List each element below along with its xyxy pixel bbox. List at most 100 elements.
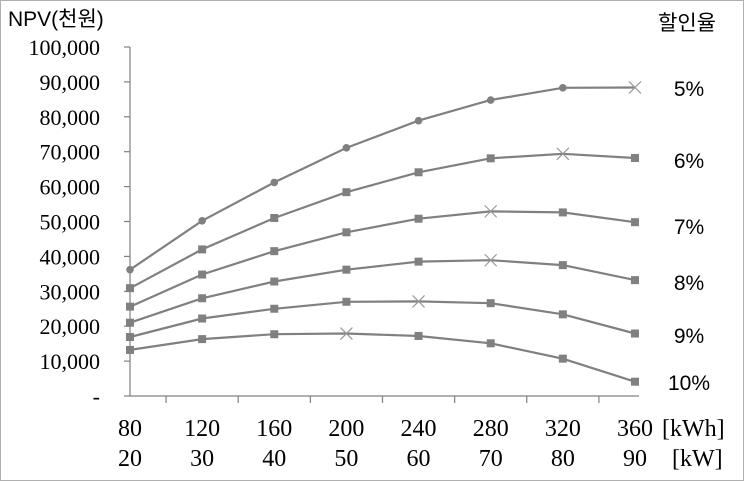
x-unit-kwh-label: [kWh] [662,416,725,442]
series-8pct: 8% [126,253,704,327]
x-tick-label-kw: 20 [118,446,142,472]
data-point [414,257,423,266]
series-line [129,152,636,290]
x-tick-label-kw: 80 [551,446,575,472]
data-point [342,228,351,237]
data-point [270,330,279,339]
data-point [630,218,639,227]
x-tick-label-kwh: 320 [545,416,581,442]
data-point [486,339,495,348]
series-7pct: 7% [126,204,704,311]
data-point [198,217,206,225]
data-point [342,144,351,152]
data-point [270,277,279,286]
data-point [198,294,207,303]
y-tick-label: 60,000 [40,175,101,200]
x-tick-label-kw: 60 [407,446,431,472]
axes-group [129,47,639,397]
data-point [486,154,495,163]
data-point [630,377,639,386]
y-axis-title: NPV(천원) [8,8,104,31]
y-tick-label: - [93,384,100,409]
data-point [558,208,567,217]
data-point [270,247,279,256]
data-point [270,304,279,313]
x-tick-label-kwh: 240 [401,416,437,442]
data-point [126,318,134,327]
series-10pct: 10% [126,327,710,395]
data-point [342,188,351,197]
max-point-marker [339,327,353,340]
data-point [270,178,279,187]
data-point [342,265,351,274]
series-group: 5% 6% 7% 8% 9% 10% [126,78,710,395]
data-point [558,354,567,363]
x-tick-label-kwh: 280 [473,416,509,442]
max-point-marker [484,204,498,218]
series-rate-label: 5% [674,78,704,101]
x-tick-label-kw: 90 [623,446,647,472]
data-point [198,335,207,344]
series-6pct: 6% [126,147,704,293]
series-rate-label: 6% [674,150,704,173]
data-point [198,314,207,323]
series-line [129,86,636,271]
x-tick-label-kw: 70 [479,446,503,472]
data-point [558,261,567,270]
data-point [414,214,423,223]
max-point-marker [628,81,642,94]
y-tick-label: 100,000 [29,35,101,60]
max-point-marker [556,147,570,161]
y-tick-label: 50,000 [40,210,101,235]
series-9pct: 9% [126,294,704,348]
series-line [129,332,636,383]
data-point [126,302,134,311]
y-tick-label: 80,000 [40,105,101,130]
data-point [559,84,567,92]
x-tick-label-kw: 40 [262,446,286,472]
data-point [126,333,134,342]
data-point [198,245,207,254]
y-ticks-group: - 10,000 20,000 30,000 40,000 50,000 60,000 70,… [29,35,130,409]
data-point [558,310,567,319]
max-point-marker [412,294,425,308]
x-tick-label-kwh: 160 [256,416,292,442]
data-point [126,265,134,274]
data-point [486,299,495,308]
data-point [270,214,279,223]
data-point [414,331,423,340]
y-tick-label: 30,000 [40,279,101,304]
y-tick-label: 20,000 [40,314,101,339]
series-line [129,259,636,324]
data-point [126,284,134,293]
x-tick-label-kwh: 360 [617,416,653,442]
series-rate-label: 8% [674,272,704,295]
y-tick-label: 90,000 [40,70,101,95]
data-point [198,270,207,279]
legend-title: 할인율 [658,12,716,35]
x-unit-kw-label: [kW] [672,446,723,472]
x-tick-label-kwh: 120 [184,416,220,442]
x-ticks-group: 80 120 160 200 240 280 320 360 20 30 40 50 60 70 80 90 [118,396,653,472]
max-point-marker [484,253,498,267]
data-point [486,96,495,104]
data-point [414,116,423,125]
y-tick-label: 40,000 [40,244,101,269]
data-point [414,168,423,177]
data-point [630,153,639,162]
series-line [129,210,636,308]
series-line [129,300,636,339]
data-point [630,276,639,285]
data-point [342,297,351,306]
x-tick-label-kwh: 200 [328,416,364,442]
series-rate-label: 7% [674,216,704,239]
series-rate-label: 9% [674,325,704,348]
data-point [630,329,639,338]
series-5pct: 5% [126,78,704,274]
x-tick-label-kw: 30 [190,446,214,472]
series-rate-label: 10% [668,372,710,395]
x-tick-label-kwh: 80 [118,416,142,442]
y-tick-label: 10,000 [40,349,101,374]
